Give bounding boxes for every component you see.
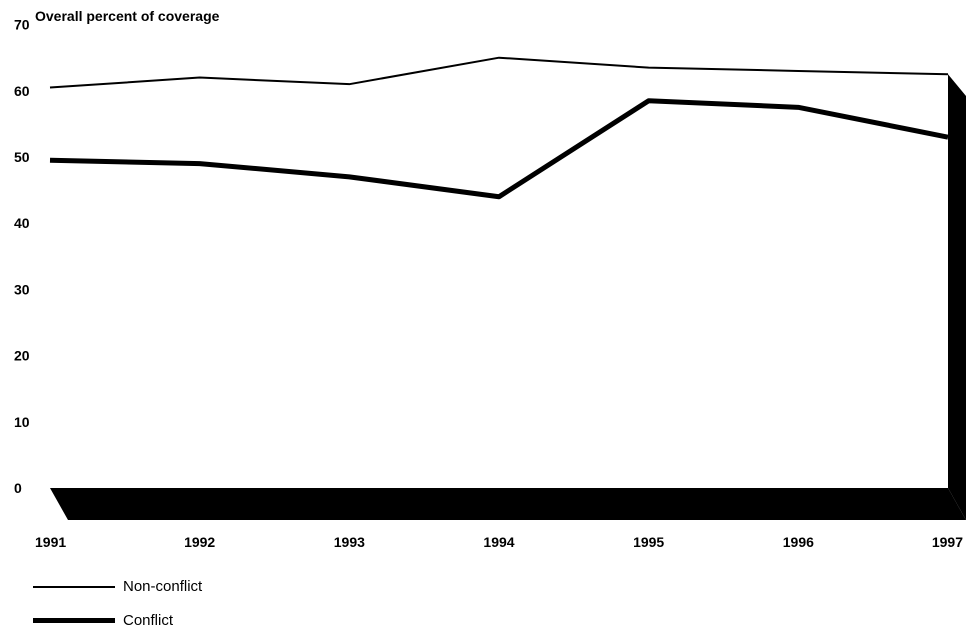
x-axis-tick-labels: 1991 1992 1993 1994 1995 1996 1997 (35, 534, 963, 550)
series-line-non-conflict (49, 56, 949, 89)
legend-swatch-non-conflict (33, 585, 115, 588)
x-tick-label-1991: 1991 (35, 534, 66, 550)
chart-floor-3d (50, 74, 966, 520)
right-wall (948, 74, 966, 520)
y-tick-label-10: 10 (14, 414, 30, 430)
y-tick-label-70: 70 (14, 17, 30, 33)
x-tick-label-1997: 1997 (932, 534, 963, 550)
floor-slab (50, 488, 966, 520)
legend-swatch-conflict (33, 618, 115, 623)
series-lines (49, 56, 949, 200)
y-axis-tick-labels: 0 10 20 30 40 50 60 70 (14, 17, 30, 496)
series-line-conflict (49, 98, 949, 200)
y-tick-label-60: 60 (14, 83, 30, 99)
x-tick-label-1995: 1995 (633, 534, 664, 550)
y-tick-label-20: 20 (14, 348, 30, 364)
x-tick-label-1994: 1994 (483, 534, 514, 550)
chart-title: Overall percent of coverage (35, 8, 220, 24)
x-tick-label-1993: 1993 (334, 534, 365, 550)
y-tick-label-0: 0 (14, 480, 22, 496)
legend-label-non-conflict: Non-conflict (123, 578, 203, 595)
y-tick-label-40: 40 (14, 215, 30, 231)
legend-item-non-conflict: Non-conflict (33, 578, 202, 595)
x-tick-label-1992: 1992 (184, 534, 215, 550)
legend-item-conflict: Conflict (33, 612, 173, 629)
y-tick-label-50: 50 (14, 149, 30, 165)
legend-label-conflict: Conflict (123, 612, 174, 629)
y-tick-label-30: 30 (14, 281, 30, 297)
x-tick-label-1996: 1996 (783, 534, 814, 550)
